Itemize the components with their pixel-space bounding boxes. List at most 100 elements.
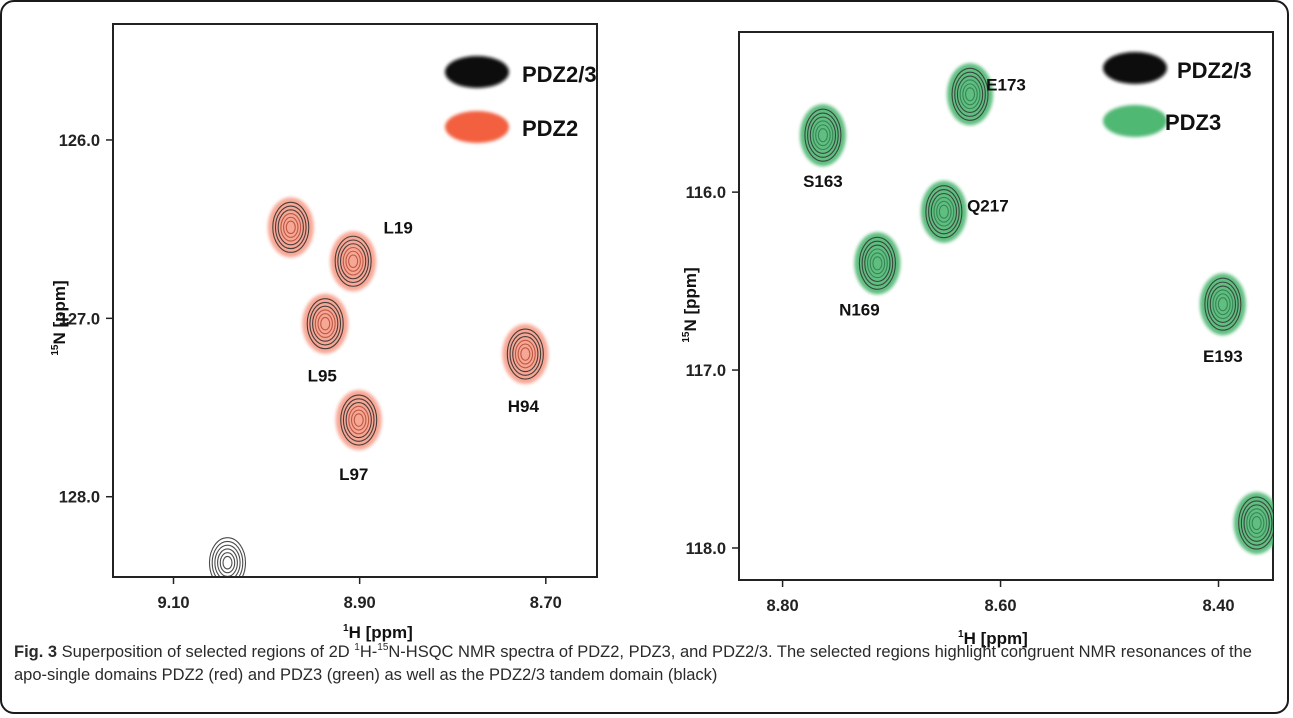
peak-contour [1204,277,1242,331]
peak-contour [858,236,896,290]
y-tick-label: 117.0 [686,362,726,380]
peak-contour [217,548,238,577]
peak-label: L19 [383,218,412,237]
peak [920,180,967,243]
peak-contour [1209,285,1237,323]
caption-text: Superposition of selected regions of 2D [57,643,355,661]
legend-label: PDZ2/3 [522,62,597,87]
peak-contour [954,71,986,117]
peak-contour [1212,289,1234,320]
peak-label-layer: L19 L95 H94 L97 [308,218,540,484]
peak-contour [1243,504,1270,542]
peak-contour [861,240,894,286]
peak-contour [345,250,361,272]
y-tick-label: 127.0 [59,310,100,328]
legend: PDZ2/3 PDZ3 [1103,52,1252,137]
peak-contour [274,205,307,250]
peak-contour [334,235,372,287]
peak-label-layer: S163 E173 Q217 N169 E193 [803,75,1243,366]
peak-contour [222,555,233,570]
x-axis-label-text: H [ppm] [349,623,413,642]
peak-contour [866,248,888,279]
peak-contour [933,196,955,227]
peak-label: E193 [1203,347,1243,366]
legend-swatch-pdz23 [445,56,509,88]
peak-contour [512,335,539,373]
plot-area-frame [112,23,598,578]
peak-contour [962,83,978,106]
peak-contour [283,216,299,238]
peak-layer [799,63,1273,555]
caption-sup: 1 [354,641,360,653]
peak-contour [309,301,342,346]
peak-contour [350,409,367,431]
peak-contour [869,252,886,275]
legend-label: PDZ2 [522,116,578,141]
caption-sup: 15 [377,641,389,653]
y-axis-label-text: N [ppm] [681,267,700,331]
peak [208,537,247,577]
peak-contour [1207,281,1239,327]
peak-contour [285,220,296,235]
x-axis-label: 1H [ppm] [958,629,1028,648]
peak-contour [809,116,837,154]
peak-contour [936,200,952,223]
x-axis-label: 1H [ppm] [343,623,413,642]
y-tick-label: 128.0 [59,489,100,507]
peak-contour [930,192,958,231]
peak-contour [514,339,536,369]
peak [1233,492,1273,555]
peak-contour [812,120,834,151]
x-tick-label: 8.60 [984,597,1016,615]
peak-contour [353,413,364,427]
y-axis-label-sup: 15 [50,344,61,356]
peak-contour [340,394,378,446]
peak-layer [208,197,549,577]
x-axis-label-text: H [ppm] [964,629,1028,648]
peak-contour [348,405,370,435]
peak-contour [280,213,302,242]
peak-contour [1215,293,1231,316]
peak [335,390,382,451]
peak-label: N169 [839,300,880,319]
y-tick-label: 118.0 [686,540,726,558]
legend: PDZ2/3 PDZ2 [445,56,597,143]
tick-layer: 8.80 8.60 8.40 116.0 117.0 118.0 [686,184,1235,615]
legend-swatch-pdz2 [445,111,509,143]
peak-contour [1240,500,1273,546]
x-axis-label-sup: 1 [343,623,349,634]
figure-caption: Fig. 3 Superposition of selected regions… [14,641,1276,687]
caption-text: H- [359,643,378,661]
legend-swatch-pdz23 [1103,52,1167,84]
peak-contour [956,75,984,114]
peak-contour [208,537,247,577]
peak [302,293,349,354]
peak-contour [1246,508,1268,538]
spectrum-panel-pdz2: 9.10 8.90 8.70 126.0 127.0 128.0 L19 L95 H94 L97… [50,23,598,642]
peak-contour [214,544,241,577]
x-tick-label: 8.80 [767,597,799,615]
peak-label: S163 [803,172,843,191]
x-tick-label: 8.70 [530,594,562,612]
peak-contour [339,243,367,280]
peak-label: H94 [508,397,540,416]
peak [947,63,994,126]
x-tick-label: 9.10 [157,594,189,612]
peak-contour [342,246,364,276]
peak-contour [312,305,339,342]
peak [799,104,846,167]
peak-contour [345,401,372,439]
peak-label: L95 [308,367,337,386]
peak-contour [306,298,344,350]
peak [267,197,314,258]
tick-layer: 9.10 8.90 8.70 126.0 127.0 128.0 [59,132,562,612]
peak-contour [1248,512,1265,535]
y-tick-label: 116.0 [686,184,726,202]
peak-contour [314,309,336,338]
peak-contour [804,108,842,162]
peak-contour [211,540,244,577]
x-tick-label: 8.90 [344,594,376,612]
peak-contour [348,254,359,269]
